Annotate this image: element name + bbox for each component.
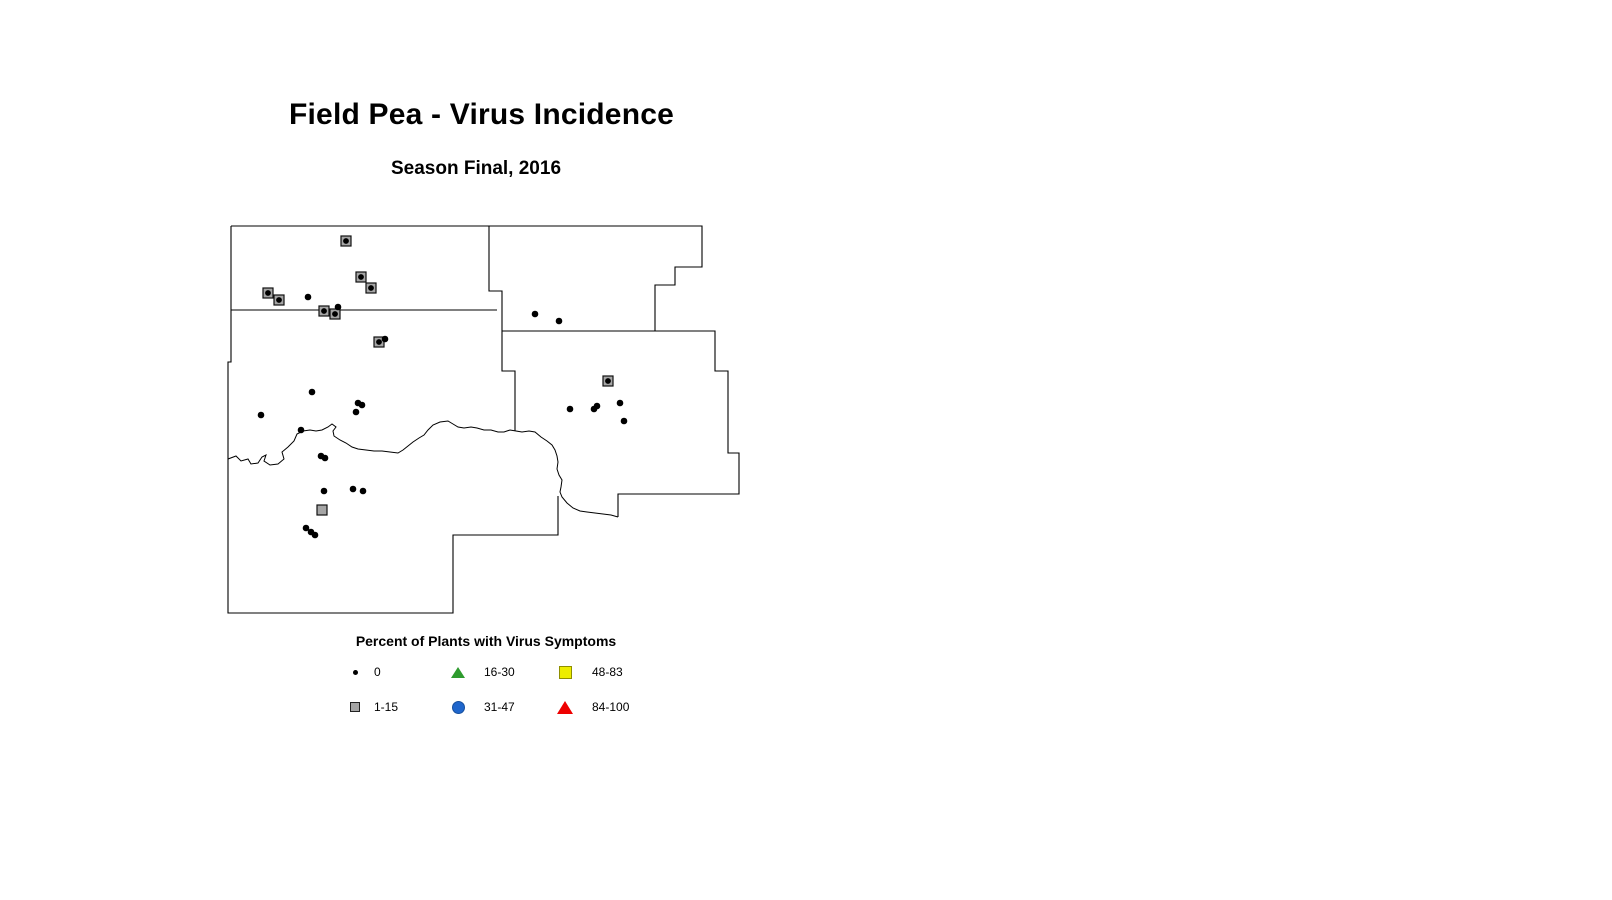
map-point-square-1-15: [316, 504, 328, 516]
map-point-dot-0: [605, 378, 611, 384]
map-point-dot-0: [276, 297, 282, 303]
map-point-dot-0: [358, 401, 366, 409]
map-point-dot-0: [332, 311, 338, 317]
map-point-dot-0: [308, 388, 316, 396]
county-boundaries: [227, 225, 740, 614]
legend-label: 1-15: [374, 700, 399, 714]
county-boundary-north: [231, 225, 703, 331]
map-point-dot-0: [368, 285, 374, 291]
legend-label: 84-100: [592, 700, 630, 714]
page-title: Field Pea - Virus Incidence: [289, 98, 674, 131]
red-triangle-icon: [557, 700, 573, 714]
map-point-dot-0: [358, 274, 364, 280]
legend-label: 0: [374, 665, 381, 679]
legend-item-3: 31-47: [450, 698, 515, 716]
yellow-square-icon: [558, 665, 572, 679]
map-point-dot-0: [320, 487, 328, 495]
map-point-dot-0: [531, 310, 539, 318]
legend-item-4: 48-83: [557, 663, 623, 681]
map-point-dot-0: [304, 293, 312, 301]
green-triangle-icon: [451, 666, 465, 678]
county-boundary-mid-vertical: [488, 226, 516, 431]
page-subtitle: Season Final, 2016: [390, 158, 562, 179]
county-boundary-east: [502, 330, 740, 517]
map-points: [257, 235, 628, 539]
legend-label: 16-30: [484, 665, 515, 679]
legend-item-0: 0: [347, 663, 381, 681]
map-point-dot-0: [359, 487, 367, 495]
map-point-dot-0: [593, 402, 601, 410]
map-point-dot-0: [349, 485, 357, 493]
map-point-dot-0: [616, 399, 624, 407]
map-point-dot-0: [321, 454, 329, 462]
county-boundary-west-south: [227, 226, 559, 614]
map-point-dot-0: [321, 308, 327, 314]
map-point-dot-0: [343, 238, 349, 244]
legend-item-1: 1-15: [347, 698, 398, 716]
map-point-dot-0: [566, 405, 574, 413]
legend-item-5: 84-100: [557, 698, 629, 716]
river-boundary: [227, 420, 619, 518]
map-point-dot-0: [257, 411, 265, 419]
legend-label: 31-47: [484, 700, 515, 714]
map-point-dot-0: [265, 290, 271, 296]
legend-item-2: 16-30: [450, 663, 515, 681]
map-point-dot-0: [620, 417, 628, 425]
map-point-dot-0: [311, 531, 319, 539]
gray-square-icon: [350, 702, 360, 712]
map-point-dot-0: [555, 317, 563, 325]
legend-title: Percent of Plants with Virus Symptoms: [355, 633, 617, 649]
map-point-dot-0: [381, 335, 389, 343]
legend-label: 48-83: [592, 665, 623, 679]
blue-circle-icon: [451, 700, 465, 714]
map-point-dot-0: [352, 408, 360, 416]
county-map: [227, 225, 740, 614]
map-point-dot-0: [302, 524, 310, 532]
black-dot-icon: [352, 669, 358, 675]
map-point-dot-0: [376, 339, 382, 345]
map-point-dot-0: [334, 303, 342, 311]
map-point-dot-0: [297, 426, 305, 434]
